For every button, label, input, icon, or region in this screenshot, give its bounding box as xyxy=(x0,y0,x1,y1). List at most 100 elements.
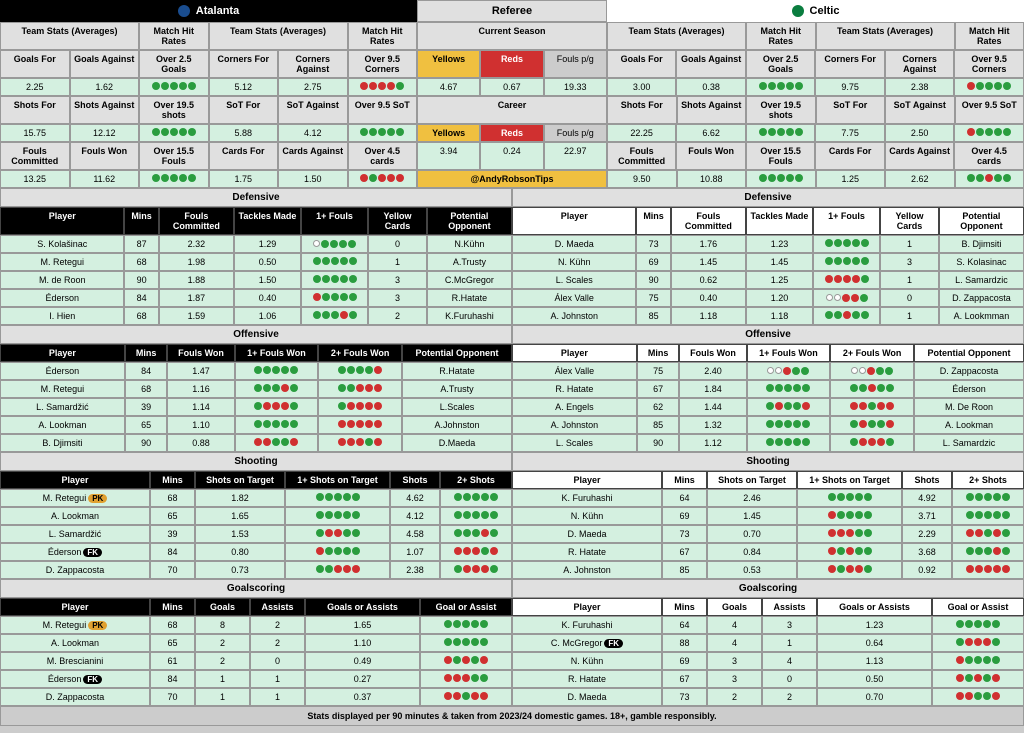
pr-cell: R. Hatate xyxy=(512,380,637,398)
pr-cell xyxy=(420,616,512,634)
ph-cell: 1+ Fouls xyxy=(301,207,368,235)
player-row: M. Retegui681.16A.Trusty xyxy=(0,380,512,398)
pr-cell xyxy=(813,253,880,271)
ref-cell: Fouls p/g xyxy=(544,124,607,142)
ph-cell: 2+ Fouls Won xyxy=(318,344,402,362)
stat-cell xyxy=(139,170,209,188)
pr-cell: 68 xyxy=(150,489,195,507)
stat-cell: Fouls Committed xyxy=(0,142,70,170)
player-row: R. Hatate670.843.68 xyxy=(512,543,1024,561)
player-row: M. ReteguiPK681.824.62 xyxy=(0,489,512,507)
stat-row: 15.7512.125.884.12YellowsRedsFouls p/g22… xyxy=(0,124,1024,142)
ph-cell: Mins xyxy=(662,598,707,616)
pr-cell xyxy=(932,616,1024,634)
pr-cell: 1.13 xyxy=(817,652,932,670)
pr-cell: 1 xyxy=(880,235,939,253)
stat-cell: 1.62 xyxy=(70,78,140,96)
team-stats-area: Goals ForGoals AgainstOver 2.5 GoalsCorn… xyxy=(0,50,1024,188)
stat-cell: 5.88 xyxy=(209,124,279,142)
pr-cell: L. Samardžić xyxy=(0,525,150,543)
pr-cell: 0.53 xyxy=(707,561,797,579)
pr-cell: D. Zappacosta xyxy=(939,289,1024,307)
player-row: M. ReteguiPK68821.65 xyxy=(0,616,512,634)
ref-cell: Yellows xyxy=(417,124,480,142)
pr-cell: 73 xyxy=(662,688,707,706)
pr-cell: N. Kühn xyxy=(512,652,662,670)
pr-cell: K.Furuhashi xyxy=(427,307,512,325)
stat-cell xyxy=(348,170,418,188)
pr-cell: 62 xyxy=(637,398,680,416)
pr-cell: 84 xyxy=(124,289,158,307)
sub-mhr3: Match Hit Rates xyxy=(746,22,816,50)
pr-cell xyxy=(747,434,831,452)
pr-cell xyxy=(301,271,368,289)
stat-cell: 22.25 xyxy=(607,124,677,142)
pr-cell: K. Furuhashi xyxy=(512,616,662,634)
stats-sheet: Atalanta Referee Celtic Team Stats (Aver… xyxy=(0,0,1024,726)
pr-cell: 68 xyxy=(124,253,158,271)
pr-cell: 2 xyxy=(195,634,250,652)
pr-cell: 1 xyxy=(195,670,250,688)
pr-cell: 4.62 xyxy=(390,489,440,507)
stat-cell: Cards Against xyxy=(278,142,348,170)
pr-cell: D. Maeda xyxy=(512,235,636,253)
pr-cell xyxy=(932,652,1024,670)
pr-cell xyxy=(285,525,390,543)
player-row: Álex Valle752.40D. Zappacosta xyxy=(512,362,1024,380)
pr-cell: 0.64 xyxy=(817,634,932,652)
stat-cell: Goals Against xyxy=(70,50,140,78)
pr-cell: 4 xyxy=(707,616,762,634)
pr-cell: 3 xyxy=(707,652,762,670)
pr-cell: C.McGregor xyxy=(427,271,512,289)
section-goalscoring: Goalscoring xyxy=(512,579,1024,598)
stat-cell: Cards For xyxy=(815,142,885,170)
stat-cell: Shots Against xyxy=(677,96,747,124)
stat-cell: Over 4.5 cards xyxy=(954,142,1024,170)
ph-cell: Yellow Cards xyxy=(368,207,427,235)
player-row: A. Lookman651.654.12 xyxy=(0,507,512,525)
pr-cell: R.Hatate xyxy=(427,289,512,307)
stat-cell: 5.12 xyxy=(209,78,279,96)
ref-cell: 0.24 xyxy=(480,142,543,170)
stat-row: 2.251.625.122.754.670.6719.333.000.389.7… xyxy=(0,78,1024,96)
pr-cell: 1 xyxy=(880,307,939,325)
pr-cell: 1.06 xyxy=(234,307,301,325)
stat-cell: Over 19.5 shots xyxy=(139,96,209,124)
pr-cell xyxy=(285,561,390,579)
stat-cell: Goals For xyxy=(607,50,677,78)
pr-cell: 3.71 xyxy=(902,507,952,525)
ph-cell: Mins xyxy=(637,344,680,362)
player-row: A. Johnston850.530.92 xyxy=(512,561,1024,579)
pr-cell: 2.29 xyxy=(902,525,952,543)
pr-cell: 90 xyxy=(636,271,670,289)
ref-cell: 4.67 xyxy=(417,78,480,96)
pr-cell: 90 xyxy=(125,434,168,452)
ph-cell: Player xyxy=(512,598,662,616)
pr-cell: 0.50 xyxy=(817,670,932,688)
pr-cell xyxy=(830,434,914,452)
pr-cell: 1.18 xyxy=(671,307,746,325)
pr-cell xyxy=(813,307,880,325)
player-row: L. Scales900.621.251L. Samardzic xyxy=(512,271,1024,289)
stat-cell xyxy=(746,124,816,142)
pr-cell: 0.88 xyxy=(167,434,234,452)
stat-cell: Over 2.5 Goals xyxy=(746,50,816,78)
pr-cell: A.Trusty xyxy=(427,253,512,271)
pr-cell: 0.70 xyxy=(817,688,932,706)
pr-cell xyxy=(440,543,512,561)
pr-cell xyxy=(440,525,512,543)
pr-cell: 1 xyxy=(762,634,817,652)
stat-cell: 9.75 xyxy=(815,78,885,96)
stat-row: Fouls CommittedFouls WonOver 15.5 FoulsC… xyxy=(0,142,1024,170)
pr-cell: 75 xyxy=(637,362,680,380)
player-row: L. Samardžić391.534.58 xyxy=(0,525,512,543)
ph-cell: 2+ Shots xyxy=(440,471,512,489)
pr-cell xyxy=(301,253,368,271)
pr-cell xyxy=(235,362,319,380)
section-defensive: Defensive xyxy=(512,188,1024,207)
team2-logo xyxy=(792,5,804,17)
pr-cell: 8 xyxy=(195,616,250,634)
pr-cell: 1.20 xyxy=(746,289,813,307)
pr-cell: 1.10 xyxy=(167,416,234,434)
pr-cell: D.Maeda xyxy=(402,434,512,452)
